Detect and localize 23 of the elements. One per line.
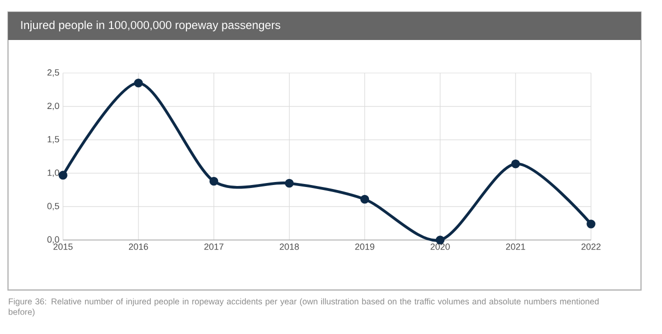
point — [360, 194, 370, 204]
x-tick-label: 2015 — [53, 244, 73, 250]
point — [58, 170, 68, 180]
point — [511, 159, 520, 168]
x-tick-label: 2020 — [430, 244, 450, 250]
x-tick-label: 2018 — [280, 244, 299, 250]
point — [134, 78, 143, 88]
y-tick-label: 0,0 — [47, 236, 60, 244]
x-tick-label: 2022 — [581, 244, 601, 250]
x-tick-label: 2021 — [506, 244, 526, 250]
y-tick-label: 0,5 — [47, 202, 60, 210]
y-tick-label: 2,5 — [47, 69, 60, 77]
caption: Figure 36: Relative number of injured people in ropeway accidents per year (own illustration based on the traffic volumes and absolute numbers mentioned before) — [8, 298, 599, 317]
x-tick-label: 2017 — [204, 244, 224, 250]
y-tick-label: 1,0 — [48, 169, 60, 177]
chart-title: Injured people in 100,000,000 ropeway passengers — [21, 20, 280, 32]
y-tick-label: 1,5 — [48, 136, 60, 144]
y-tick-label: 2,0 — [47, 102, 60, 110]
x-tick-label: 2016 — [128, 244, 148, 250]
x-tick-label: 2019 — [355, 244, 374, 250]
point — [586, 220, 596, 228]
point — [284, 178, 294, 188]
point — [209, 176, 218, 186]
